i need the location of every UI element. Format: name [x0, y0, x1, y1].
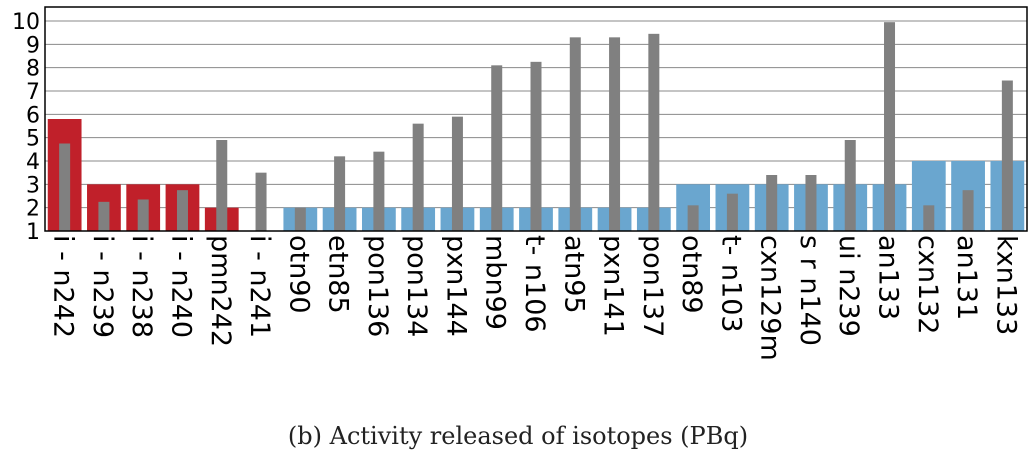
- bar-secondary: [884, 22, 896, 231]
- bar-secondary: [255, 172, 267, 231]
- bar-secondary: [412, 123, 424, 231]
- bar-secondary: [687, 205, 699, 231]
- x-tick-label: otn89: [676, 235, 707, 314]
- y-tick-label: 5: [26, 127, 40, 152]
- bar-secondary: [530, 61, 542, 232]
- x-tick-label: pon136: [362, 235, 393, 337]
- y-tick-label: 8: [26, 57, 40, 82]
- bar-secondary: [98, 201, 110, 231]
- bar-secondary: [451, 116, 463, 231]
- y-tick-label: 9: [26, 33, 40, 58]
- x-tick-label: an133: [873, 235, 904, 320]
- secondary-bars: [59, 22, 1013, 232]
- x-tick-label: i - n238: [126, 235, 157, 338]
- bar-secondary: [216, 140, 228, 231]
- x-tick-label: pxn144: [440, 235, 471, 337]
- bar-secondary: [569, 37, 581, 232]
- y-tick-label: 1: [26, 220, 40, 245]
- x-tick-label: etn85: [323, 235, 354, 314]
- x-tick-label: pon137: [637, 235, 668, 337]
- x-tick-label: otn90: [283, 235, 314, 314]
- bar-secondary: [491, 65, 503, 231]
- bar-secondary: [137, 199, 149, 231]
- figure-caption: (b) Activity released of isotopes (PBq): [287, 422, 749, 450]
- bar-secondary: [609, 37, 621, 232]
- x-tick-label: i - n241: [244, 235, 275, 338]
- x-tick-label: an131: [951, 235, 982, 320]
- bar-secondary: [726, 193, 738, 231]
- x-tick-label: cxn132: [912, 235, 943, 334]
- y-tick-label: 10: [12, 10, 40, 35]
- bar-secondary: [805, 175, 817, 231]
- x-tick-label: i - n239: [87, 235, 118, 338]
- x-tick-label: i - n242: [48, 235, 79, 338]
- x-tick-label: pmn242: [205, 235, 236, 347]
- x-tick-label: t- n103: [715, 235, 746, 333]
- y-tick-label: 6: [26, 103, 40, 128]
- bar-secondary: [923, 205, 935, 231]
- x-tick-label: ui n239: [833, 235, 864, 337]
- x-tick-label: atn95: [558, 235, 589, 314]
- y-tick-label: 7: [26, 80, 40, 105]
- bar-secondary: [648, 33, 660, 232]
- y-tick-label: 2: [26, 197, 40, 222]
- plot-frame: [44, 6, 1028, 232]
- x-tick-label: t- n106: [519, 235, 550, 333]
- x-axis-ticks: i - n242 i - n239 i - n238 i - n240 pmn242 i …: [48, 235, 1022, 361]
- x-tick-label: mbn99: [480, 235, 511, 330]
- x-tick-label: pxn141: [598, 235, 629, 337]
- x-tick-label: i - n240: [165, 235, 196, 338]
- bar-secondary: [334, 156, 346, 231]
- bar-secondary: [294, 207, 306, 231]
- bar-secondary: [766, 175, 778, 231]
- x-tick-label: kxn133: [990, 235, 1021, 335]
- bar-secondary: [1001, 80, 1013, 231]
- bar-secondary: [59, 143, 71, 231]
- y-tick-label: 3: [26, 173, 40, 198]
- bar-secondary: [373, 151, 385, 231]
- x-tick-label: pon134: [401, 235, 432, 337]
- x-tick-label: cxn129m: [755, 235, 786, 361]
- bar-secondary: [176, 190, 188, 231]
- x-tick-label: s r n140: [794, 235, 825, 346]
- bar-secondary: [844, 140, 856, 231]
- bar-secondary: [962, 190, 974, 231]
- y-tick-label: 4: [26, 150, 40, 175]
